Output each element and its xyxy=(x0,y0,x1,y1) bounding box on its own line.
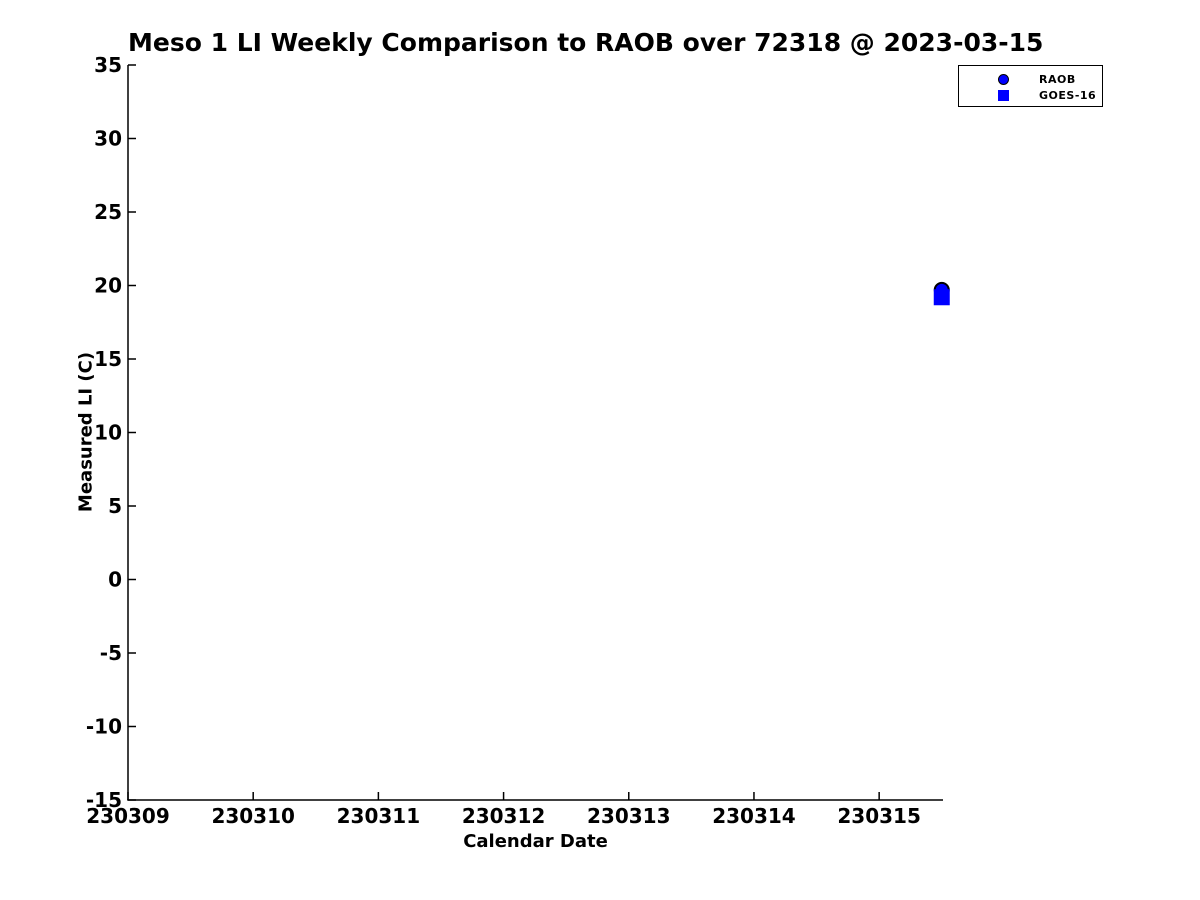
x-tick-label: 230310 xyxy=(211,804,295,828)
x-tick-label: 230313 xyxy=(587,804,671,828)
x-tick-label: 230312 xyxy=(462,804,546,828)
x-axis-title: Calendar Date xyxy=(463,831,608,852)
y-tick-label: 30 xyxy=(94,127,122,151)
legend-label-raob: RAOB xyxy=(1039,72,1076,86)
x-tick-label: 230309 xyxy=(86,804,170,828)
y-tick-label: 5 xyxy=(108,494,122,518)
y-tick-label: 0 xyxy=(108,568,122,592)
y-tick-label: -10 xyxy=(86,715,122,739)
legend-item-goes16: GOES-16 xyxy=(959,87,1102,103)
x-tick-label: 230315 xyxy=(837,804,921,828)
legend: RAOB GOES-16 xyxy=(958,65,1103,107)
legend-item-raob: RAOB xyxy=(959,71,1102,87)
y-axis-title: Measured LI (C) xyxy=(75,351,97,513)
y-tick-label: -5 xyxy=(100,641,122,665)
chart-title: Meso 1 LI Weekly Comparison to RAOB over… xyxy=(128,28,1044,57)
x-tick-label: 230314 xyxy=(712,804,796,828)
legend-label-goes16: GOES-16 xyxy=(1039,88,1097,102)
y-tick-label: 20 xyxy=(94,274,122,298)
legend-marker-cell xyxy=(995,89,1011,101)
legend-marker-cell xyxy=(995,73,1011,85)
goes16-square-marker-icon xyxy=(997,89,1009,101)
y-tick-label: 15 xyxy=(94,347,122,371)
data-point-goes-16 xyxy=(933,289,950,306)
y-tick-label: 10 xyxy=(94,421,122,445)
x-tick-label: 230311 xyxy=(337,804,421,828)
y-tick-label: 35 xyxy=(94,53,122,77)
y-tick-label: 25 xyxy=(94,200,122,224)
raob-circle-marker-icon xyxy=(997,73,1009,85)
y-tick-label: -15 xyxy=(86,788,122,812)
